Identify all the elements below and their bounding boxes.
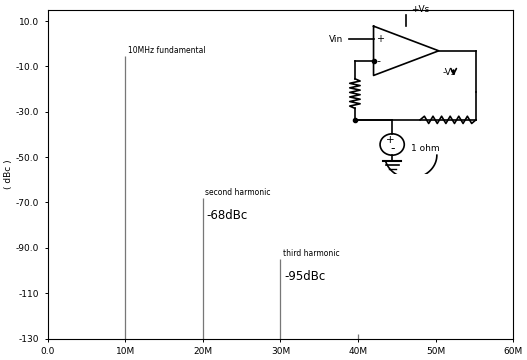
Text: -95dBc: -95dBc (284, 270, 326, 283)
Text: third harmonic: third harmonic (283, 249, 339, 258)
Y-axis label: ( dBc ): ( dBc ) (4, 159, 13, 189)
Text: second harmonic: second harmonic (205, 188, 271, 197)
Text: 10MHz fundamental: 10MHz fundamental (128, 46, 205, 55)
Text: -68dBc: -68dBc (207, 209, 248, 222)
